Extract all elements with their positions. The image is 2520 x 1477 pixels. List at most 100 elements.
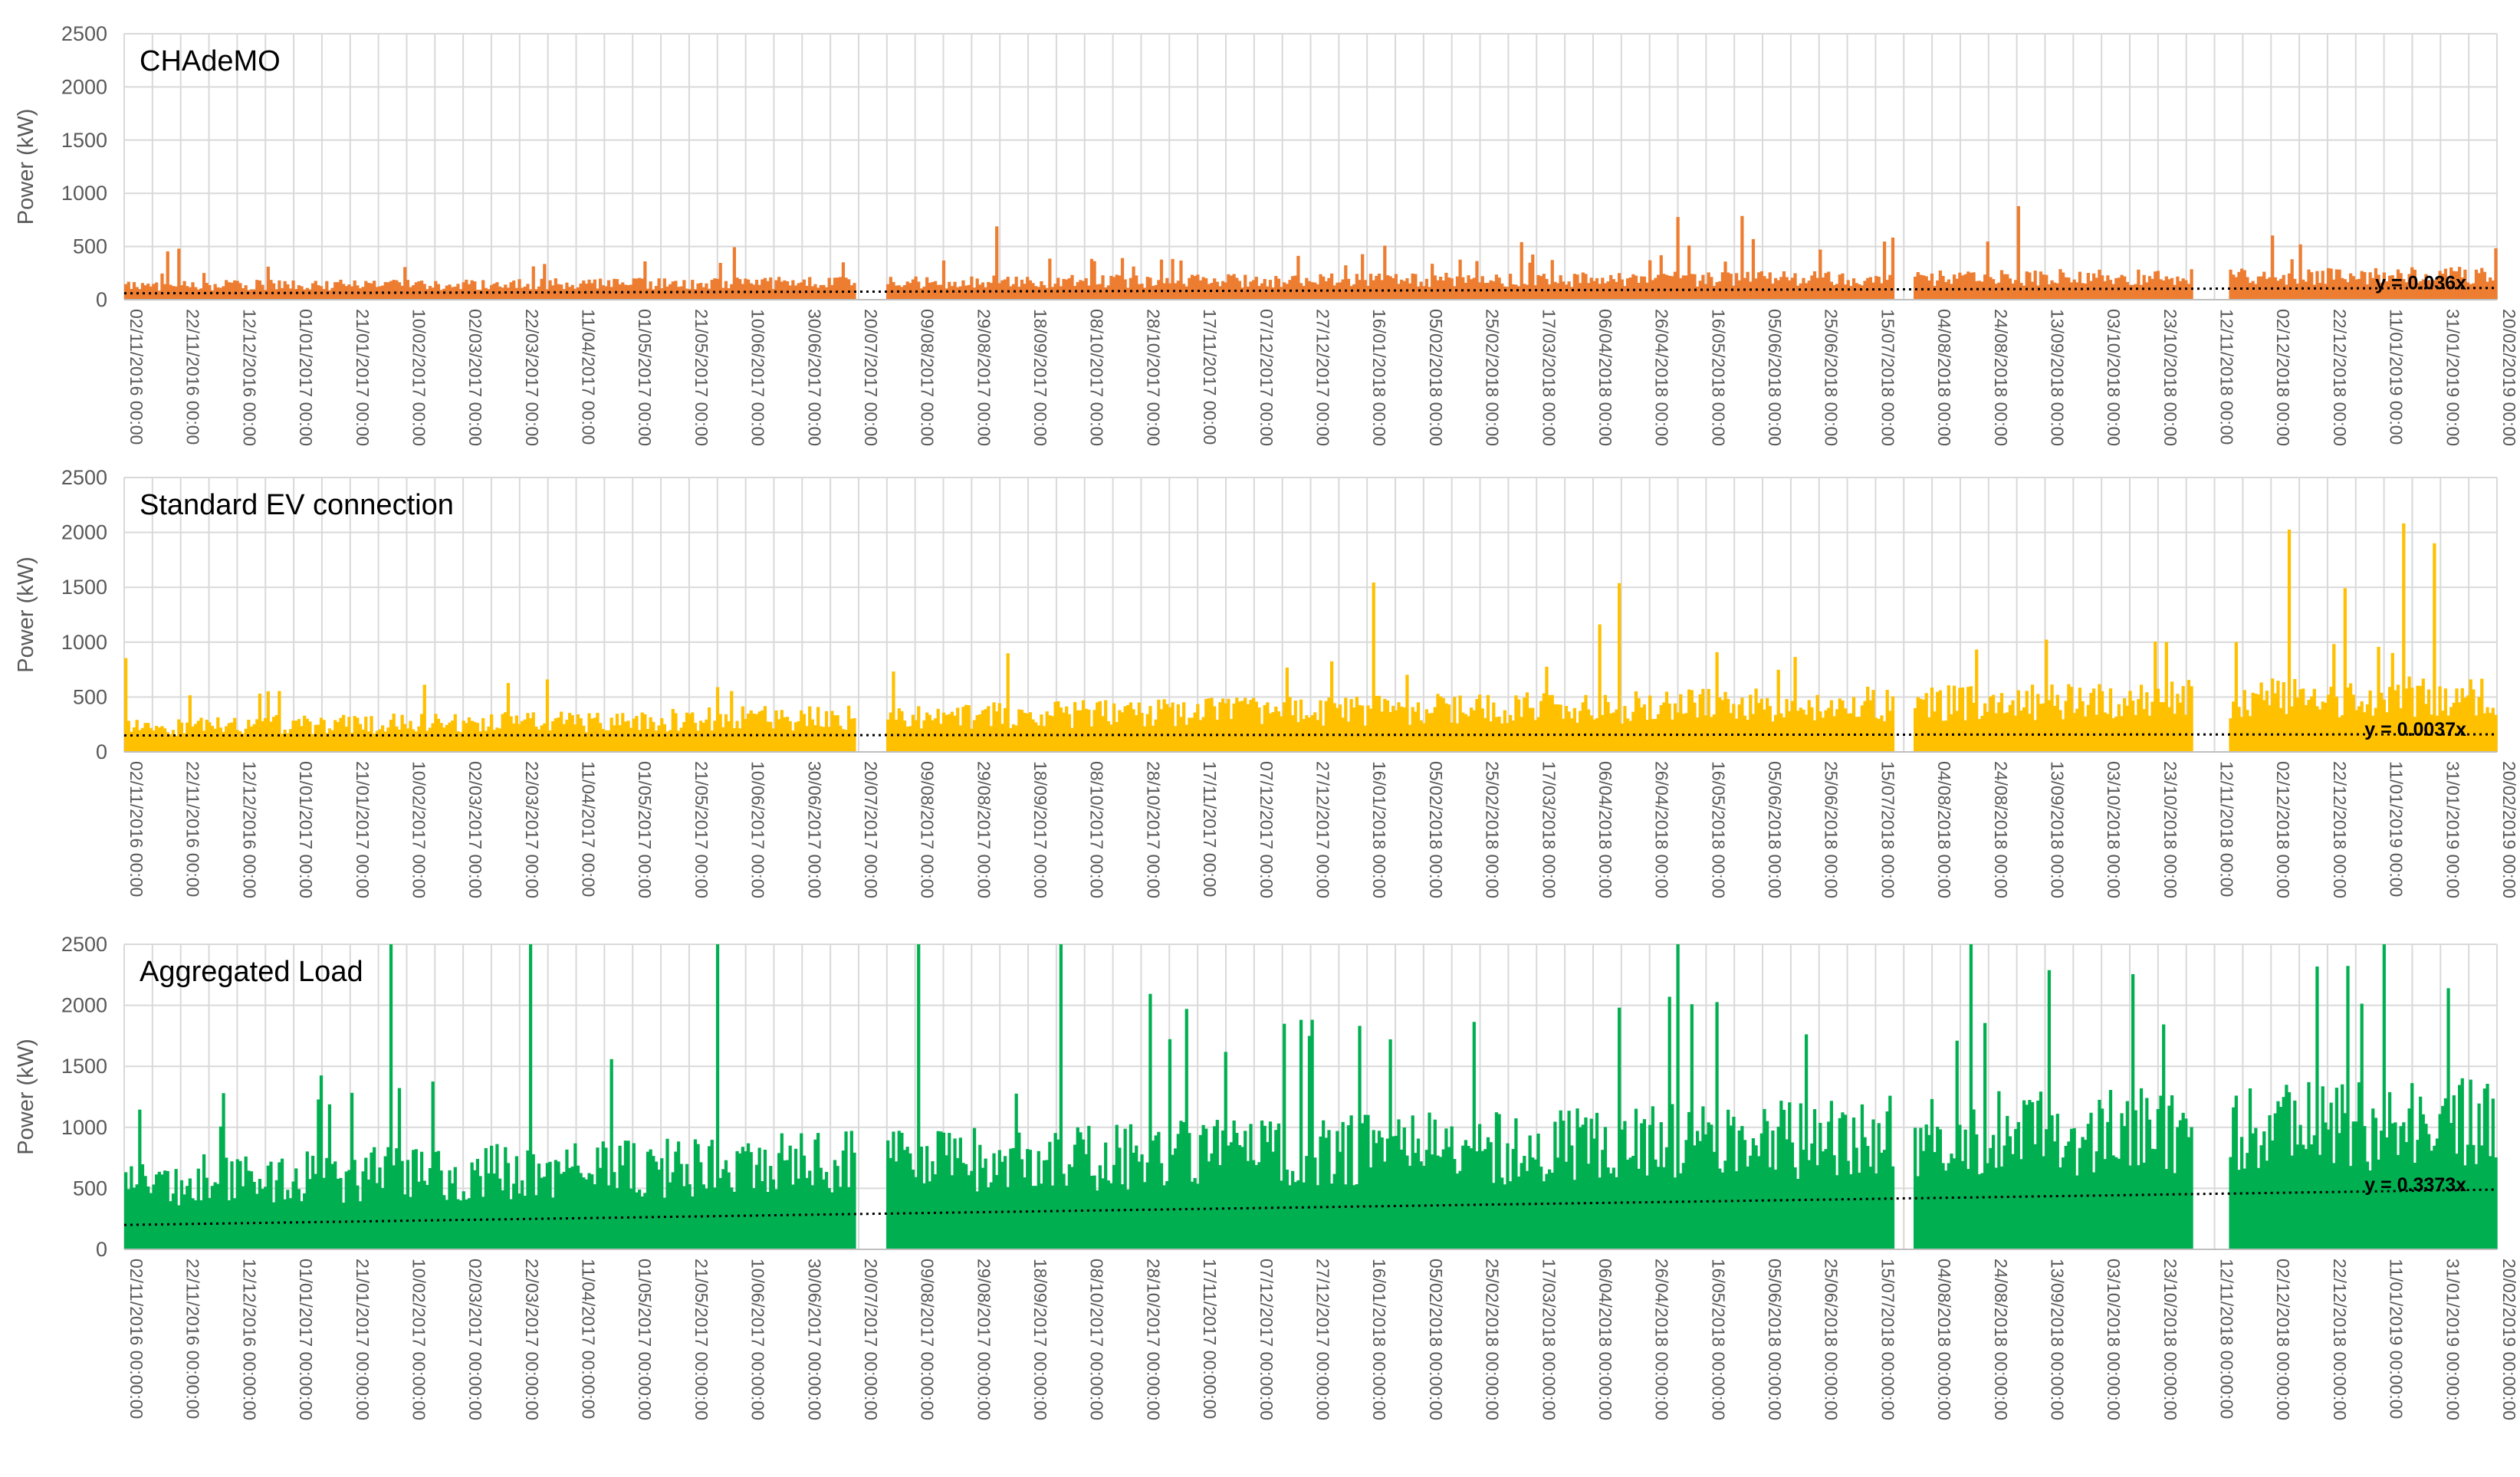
bar xyxy=(793,285,798,300)
bar xyxy=(1773,714,1778,752)
bar xyxy=(297,1189,301,1249)
bar xyxy=(1509,714,1513,752)
bar xyxy=(2053,282,2057,300)
bar xyxy=(886,284,890,300)
bar xyxy=(1444,1128,1448,1249)
bar xyxy=(2318,1154,2322,1249)
bar xyxy=(465,279,468,300)
bar xyxy=(601,1141,605,1249)
bar xyxy=(300,1201,304,1249)
bar xyxy=(412,1150,416,1249)
bar xyxy=(1963,720,1967,752)
bar xyxy=(749,710,753,752)
bar xyxy=(674,1151,678,1249)
bar xyxy=(1441,1149,1445,1249)
bar xyxy=(2416,1140,2420,1249)
bar xyxy=(1615,709,1618,752)
bar xyxy=(2103,1159,2107,1249)
bar xyxy=(1098,701,1102,752)
bar xyxy=(504,1147,508,1249)
bar xyxy=(1081,281,1086,300)
bar xyxy=(1983,274,1987,300)
bar xyxy=(1447,1147,1451,1249)
bar xyxy=(1913,1127,1917,1249)
bar xyxy=(599,1167,603,1249)
bar xyxy=(333,720,337,752)
bar xyxy=(2295,1144,2300,1249)
bar xyxy=(191,282,195,300)
x-tick-label: 04/08/2018 00:00 xyxy=(1934,761,1954,898)
bar xyxy=(397,1088,402,1249)
bar xyxy=(2055,1114,2059,1249)
bar xyxy=(1671,276,1674,300)
panel-title: CHAdeMO xyxy=(140,45,281,77)
bar xyxy=(1556,704,1560,752)
bar xyxy=(1821,277,1825,300)
bar xyxy=(2047,970,2052,1249)
bar xyxy=(1081,1139,1086,1249)
bar xyxy=(1999,1166,2004,1249)
bar xyxy=(2033,1144,2037,1249)
bar xyxy=(126,281,130,300)
x-tick-label: 31/01/2019 00:00 xyxy=(2443,309,2463,446)
bar xyxy=(1486,283,1490,300)
bar xyxy=(2137,699,2141,752)
bar xyxy=(1266,1141,1270,1249)
bar xyxy=(1229,1142,1234,1249)
bar xyxy=(140,727,145,752)
x-tick-label: 03/10/2018 00:00 xyxy=(2104,309,2124,446)
bar xyxy=(274,289,278,300)
bar xyxy=(839,1187,843,1249)
bar xyxy=(2030,684,2035,752)
x-tick-label: 05/06/2018 00:00 xyxy=(1765,761,1785,898)
bar xyxy=(1991,1134,1996,1249)
bar xyxy=(894,285,899,300)
bar xyxy=(1341,717,1345,752)
bar xyxy=(1349,1115,1353,1249)
bar xyxy=(1065,706,1069,752)
bar xyxy=(1788,280,1792,300)
bar xyxy=(2290,706,2294,752)
bar xyxy=(1927,1134,1931,1249)
x-tick-label: 12/11/2018 00:00 xyxy=(2217,761,2237,897)
bar xyxy=(674,281,678,300)
bar xyxy=(741,706,744,752)
bar xyxy=(169,734,172,752)
bar xyxy=(2248,716,2252,752)
bar xyxy=(721,1169,725,1249)
bar xyxy=(152,1184,156,1249)
bar xyxy=(194,724,198,752)
bar xyxy=(1486,1137,1490,1249)
bar xyxy=(849,718,853,752)
bar xyxy=(2271,678,2275,752)
bar xyxy=(1310,282,1314,300)
bar xyxy=(1213,1126,1217,1249)
bar xyxy=(2081,1137,2085,1249)
bar xyxy=(1464,1140,1467,1249)
bar xyxy=(1701,688,1705,752)
bar xyxy=(366,283,371,300)
bar xyxy=(886,1140,890,1249)
bar xyxy=(2114,277,2118,300)
bar xyxy=(2426,1134,2431,1249)
bar xyxy=(1017,287,1021,300)
bar xyxy=(230,722,234,752)
bar xyxy=(1023,713,1027,752)
bar xyxy=(1062,278,1066,300)
bar xyxy=(1618,1007,1621,1249)
bar xyxy=(941,1132,946,1249)
bar xyxy=(1322,276,1326,300)
bar xyxy=(1112,1164,1116,1249)
bar xyxy=(2455,271,2459,300)
bar xyxy=(1637,1168,1641,1249)
bar xyxy=(1140,713,1144,752)
bar xyxy=(1201,1124,1205,1249)
bar xyxy=(1572,274,1577,300)
bar xyxy=(917,706,921,752)
bar xyxy=(2324,1122,2328,1249)
bar xyxy=(744,1151,747,1249)
bar xyxy=(1740,1126,1744,1249)
bar xyxy=(1950,714,1953,752)
bar xyxy=(1503,286,1506,300)
bar xyxy=(1079,1132,1083,1249)
